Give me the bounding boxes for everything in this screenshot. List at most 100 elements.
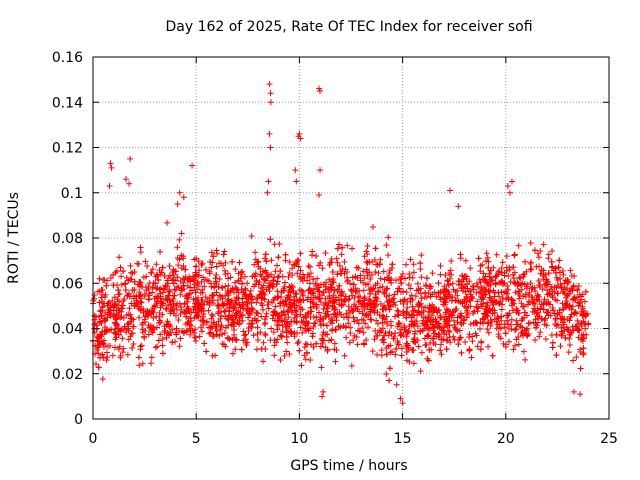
data-point: [294, 257, 301, 264]
data-point: [381, 289, 388, 296]
data-point: [352, 273, 359, 280]
data-point: [221, 329, 228, 336]
data-point: [409, 296, 416, 303]
data-point: [171, 338, 178, 345]
data-point: [287, 287, 294, 294]
data-point: [546, 291, 553, 298]
data-point: [554, 290, 561, 297]
data-point: [363, 266, 370, 273]
data-point: [361, 253, 368, 260]
data-point: [252, 249, 259, 256]
axis-ticks: [92, 56, 610, 420]
data-point: [232, 284, 239, 291]
data-point: [93, 346, 100, 353]
data-point: [281, 302, 288, 309]
data-point: [405, 327, 412, 334]
data-point: [436, 331, 443, 338]
data-point: [558, 284, 565, 291]
data-point: [239, 303, 246, 310]
data-point: [279, 321, 286, 328]
data-point: [543, 300, 550, 307]
data-point: [513, 317, 520, 324]
data-point: [136, 314, 143, 321]
data-point: [129, 330, 136, 337]
data-point: [550, 307, 557, 314]
data-point: [165, 292, 172, 299]
data-point: [433, 293, 440, 300]
data-point: [222, 324, 229, 331]
data-point: [297, 267, 304, 274]
data-point: [386, 329, 393, 336]
data-point: [569, 303, 576, 310]
data-point: [247, 311, 253, 318]
data-point: [209, 313, 216, 320]
data-point: [106, 182, 113, 189]
data-point: [154, 298, 161, 305]
data-point: [103, 282, 110, 289]
data-point: [199, 286, 206, 293]
data-point: [141, 334, 148, 341]
data-point: [159, 302, 166, 309]
data-point: [495, 331, 502, 338]
data-point: [349, 245, 356, 252]
data-point: [463, 299, 470, 306]
data-point: [407, 285, 414, 292]
y-tick-label: 0: [74, 412, 83, 428]
y-tick-label: 0.1: [61, 186, 83, 202]
data-point: [282, 297, 289, 304]
data-point: [367, 306, 374, 313]
data-point: [489, 299, 496, 306]
data-point: [241, 291, 248, 298]
data-point: [464, 281, 471, 288]
data-point: [484, 326, 491, 333]
data-point: [574, 317, 581, 324]
data-point: [262, 251, 269, 258]
data-point: [497, 335, 504, 342]
data-point: [437, 271, 444, 278]
data-point: [134, 260, 141, 267]
data-point: [190, 277, 197, 284]
data-point: [201, 283, 208, 290]
data-point: [267, 337, 274, 344]
data-point: [580, 345, 587, 352]
data-point: [291, 304, 298, 311]
data-point: [449, 308, 456, 315]
data-point: [108, 164, 115, 171]
data-point: [124, 351, 131, 358]
data-point: [549, 248, 556, 255]
data-point: [251, 261, 258, 268]
data-point: [235, 289, 242, 296]
data-point: [121, 323, 128, 330]
data-point: [123, 274, 130, 281]
data-point: [371, 257, 378, 264]
data-point: [429, 270, 436, 277]
data-point: [230, 289, 237, 296]
data-point: [338, 251, 345, 258]
data-point: [426, 346, 433, 353]
data-point: [367, 290, 374, 297]
data-point: [366, 258, 373, 265]
data-point: [360, 268, 367, 275]
data-point: [253, 309, 260, 316]
data-point: [427, 293, 434, 300]
data-point: [579, 291, 586, 298]
data-point: [248, 300, 255, 307]
data-point: [527, 266, 534, 273]
data-point: [119, 302, 126, 309]
data-point: [441, 295, 448, 302]
data-point: [350, 314, 357, 321]
data-point: [279, 328, 286, 335]
data-point: [282, 251, 289, 258]
data-point: [369, 348, 376, 355]
data-point: [386, 270, 393, 277]
data-point: [387, 349, 394, 356]
data-point: [387, 342, 394, 349]
data-point: [506, 266, 513, 273]
data-point: [272, 303, 279, 310]
data-point: [456, 327, 463, 334]
data-point: [239, 317, 246, 324]
data-point: [259, 302, 266, 309]
data-point: [283, 348, 290, 355]
data-point: [301, 352, 308, 359]
data-point: [149, 266, 156, 273]
